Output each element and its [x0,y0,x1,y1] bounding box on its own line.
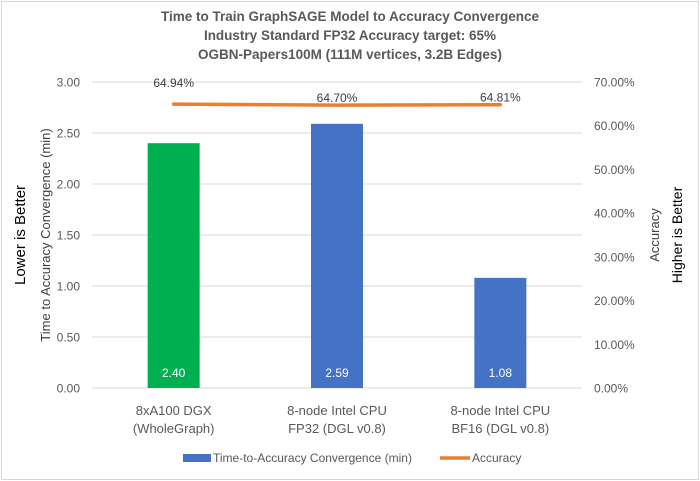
bar [147,143,200,388]
chart-title-line: Time to Train GraphSAGE Model to Accurac… [161,9,540,24]
y2-axis-title: Accuracy [647,208,662,262]
bar-value-label: 1.08 [489,366,513,380]
y-tick-label: 2.50 [57,127,81,141]
y2-tick-label: 0.00% [594,382,628,396]
x-tick-label: FP32 (DGL v0.8) [288,421,386,436]
bar-value-label: 2.59 [325,366,349,380]
legend-swatch-bars [183,454,211,462]
y2-tick-label: 30.00% [594,250,635,264]
accuracy-data-label: 64.70% [317,91,358,105]
x-tick-label: 8xA100 DGX [136,403,212,418]
y2-tick-label: 70.00% [594,76,635,90]
x-tick-label: 8-node Intel CPU [450,403,550,418]
x-tick-label: 8-node Intel CPU [287,403,387,418]
bar [311,123,363,388]
y-axis-title: Time to Accuracy Convergence (min) [38,128,53,341]
y2-axis-note: Higher is Better [669,186,685,283]
y-tick-label: 1.50 [57,229,81,243]
y-tick-label: 2.00 [57,178,81,192]
bar-value-label: 2.40 [162,366,186,380]
y2-tick-label: 10.00% [594,338,635,352]
legend-label: Accuracy [472,451,521,465]
y2-tick-label: 20.00% [594,294,635,308]
accuracy-line [171,102,503,107]
bar [474,277,527,388]
y-tick-label: 1.00 [57,280,81,294]
chart-title-line: Industry Standard FP32 Accuracy target: … [204,28,496,43]
y-tick-label: 0.00 [57,382,81,396]
y2-tick-label: 40.00% [594,207,635,221]
y2-tick-label: 60.00% [594,119,635,133]
legend-label: Time-to-Accuracy Convergence (min) [213,451,412,465]
y-tick-label: 3.00 [57,76,81,90]
y-tick-label: 0.50 [57,331,81,345]
accuracy-data-label: 64.81% [480,91,521,105]
x-tick-label: BF16 (DGL v0.8) [451,421,549,436]
x-tick-label: (WholeGraph) [133,421,215,436]
accuracy-data-label: 64.94% [153,76,194,90]
y2-tick-label: 50.00% [594,163,635,177]
y-axis-note: Lower is Better [12,185,29,285]
chart-title-line: OGBN-Papers100M (111M vertices, 3.2B Edg… [198,47,502,62]
